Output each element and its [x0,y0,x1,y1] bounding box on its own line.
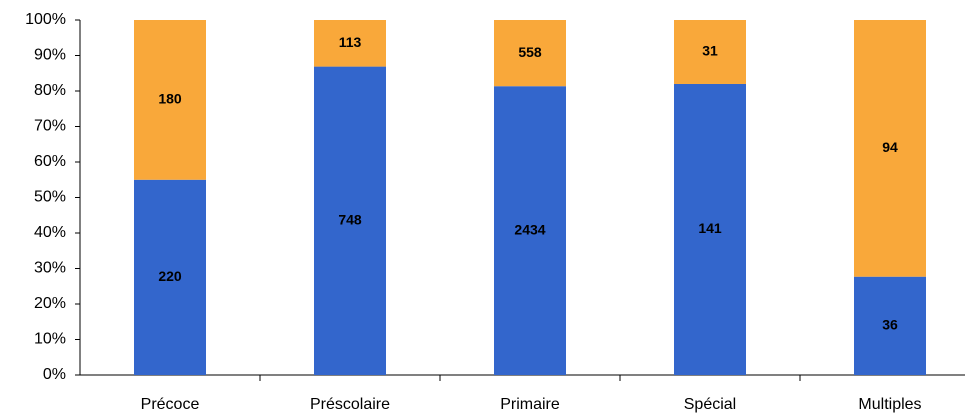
value-label: 220 [158,268,182,284]
bar-segment [674,20,746,84]
bar-segment [674,83,746,376]
y-tick-label: 80% [34,82,66,99]
y-tick-label: 40% [34,224,66,241]
bar-segment [134,179,206,375]
bar-segment [494,86,566,376]
value-label: 31 [702,43,718,59]
bar-segment [314,66,386,375]
y-tick-label: 70% [34,118,66,135]
y-tick-label: 100% [25,11,66,28]
y-tick-label: 0% [43,366,66,383]
bar-segment [854,20,926,277]
y-tick-label: 60% [34,153,66,170]
x-tick-label: Multiples [858,396,921,413]
value-label: 2434 [514,221,545,237]
value-label: 141 [698,220,722,236]
value-label: 94 [882,139,898,155]
x-tick-label: Préscolaire [310,396,390,413]
x-tick-label: Précoce [141,396,200,413]
y-tick-label: 10% [34,331,66,348]
value-label: 748 [338,211,362,227]
value-label: 113 [339,34,362,50]
x-tick-label: Primaire [500,396,560,413]
bar-segment [494,20,566,87]
bar-segment [134,20,206,180]
y-tick-label: 50% [34,189,66,206]
y-tick-label: 20% [34,295,66,312]
bar-segment [314,20,386,67]
y-tick-label: 30% [34,260,66,277]
value-label: 558 [518,44,542,60]
value-label: 36 [882,317,898,333]
x-tick-label: Spécial [684,396,736,413]
value-label: 180 [158,91,182,107]
y-tick-label: 90% [34,47,66,64]
bar-segment [854,276,926,375]
